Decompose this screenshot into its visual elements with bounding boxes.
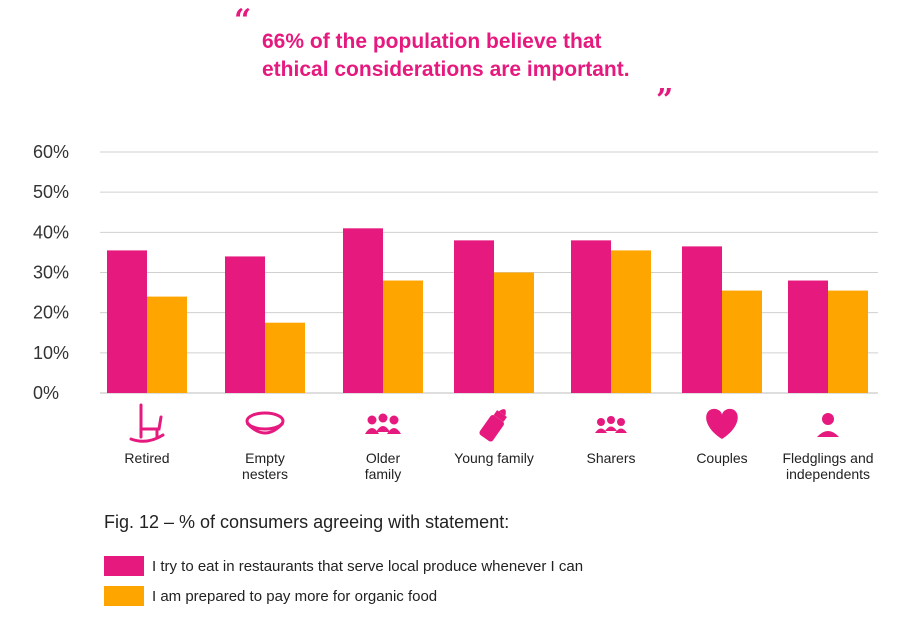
y-tick-label: 10% [33,343,69,363]
bar-local [788,280,828,393]
bar-chart: 0% 10% 20% 30% 40% 50% 60% Retired Empty nesters O… [33,142,878,482]
quote-open-mark: “ [234,3,252,38]
bar-organic [265,322,305,393]
y-tick-label: 0% [33,383,59,403]
figure-title: Fig. 12 – % of consumers agreeing with s… [104,512,510,532]
y-tick-label: 50% [33,182,69,202]
bar-organic [147,296,187,393]
y-tick-label: 20% [33,303,69,323]
category-label: Retired [124,450,169,466]
headline-quote: 66% of the population believe that ethic… [262,30,630,81]
category-label: Fledglings and independents [782,450,873,482]
bar-organic [611,250,651,393]
y-tick-label: 60% [33,142,69,162]
single-person-icon [817,413,839,437]
bar-local [343,228,383,393]
legend-label-organic: I am prepared to pay more for organic fo… [152,587,438,605]
quote-close-mark: ” [656,83,674,118]
legend-swatch-organic [104,586,144,606]
bar-organic [828,290,868,393]
bar-local [682,246,722,393]
y-tick-label: 40% [33,222,69,242]
heart-icon [706,408,738,439]
category-label: Sharers [586,450,635,466]
bar-organic [722,290,762,393]
category-label: Older family [365,450,402,482]
baby-bottle-icon [479,409,507,442]
rocking-chair-icon [129,403,165,443]
bar-local [454,240,494,393]
bar-local [225,256,265,393]
category-label: Young family [454,450,534,466]
legend-item-organic: I am prepared to pay more for organic fo… [104,585,437,607]
legend-item-local: I try to eat in restaurants that serve l… [104,555,583,577]
category-label: Couples [696,450,747,466]
y-tick-label: 30% [33,263,69,283]
sharers-group-icon [595,416,627,433]
family-group-icon [365,413,401,434]
bar-local [107,250,147,393]
bar-local [571,240,611,393]
category-label: Empty nesters [242,450,288,482]
legend-label-local: I try to eat in restaurants that serve l… [152,557,584,575]
bar-organic [494,272,534,393]
bar-organic [383,280,423,393]
empty-bowl-icon [245,411,285,435]
legend-swatch-local [104,556,144,576]
